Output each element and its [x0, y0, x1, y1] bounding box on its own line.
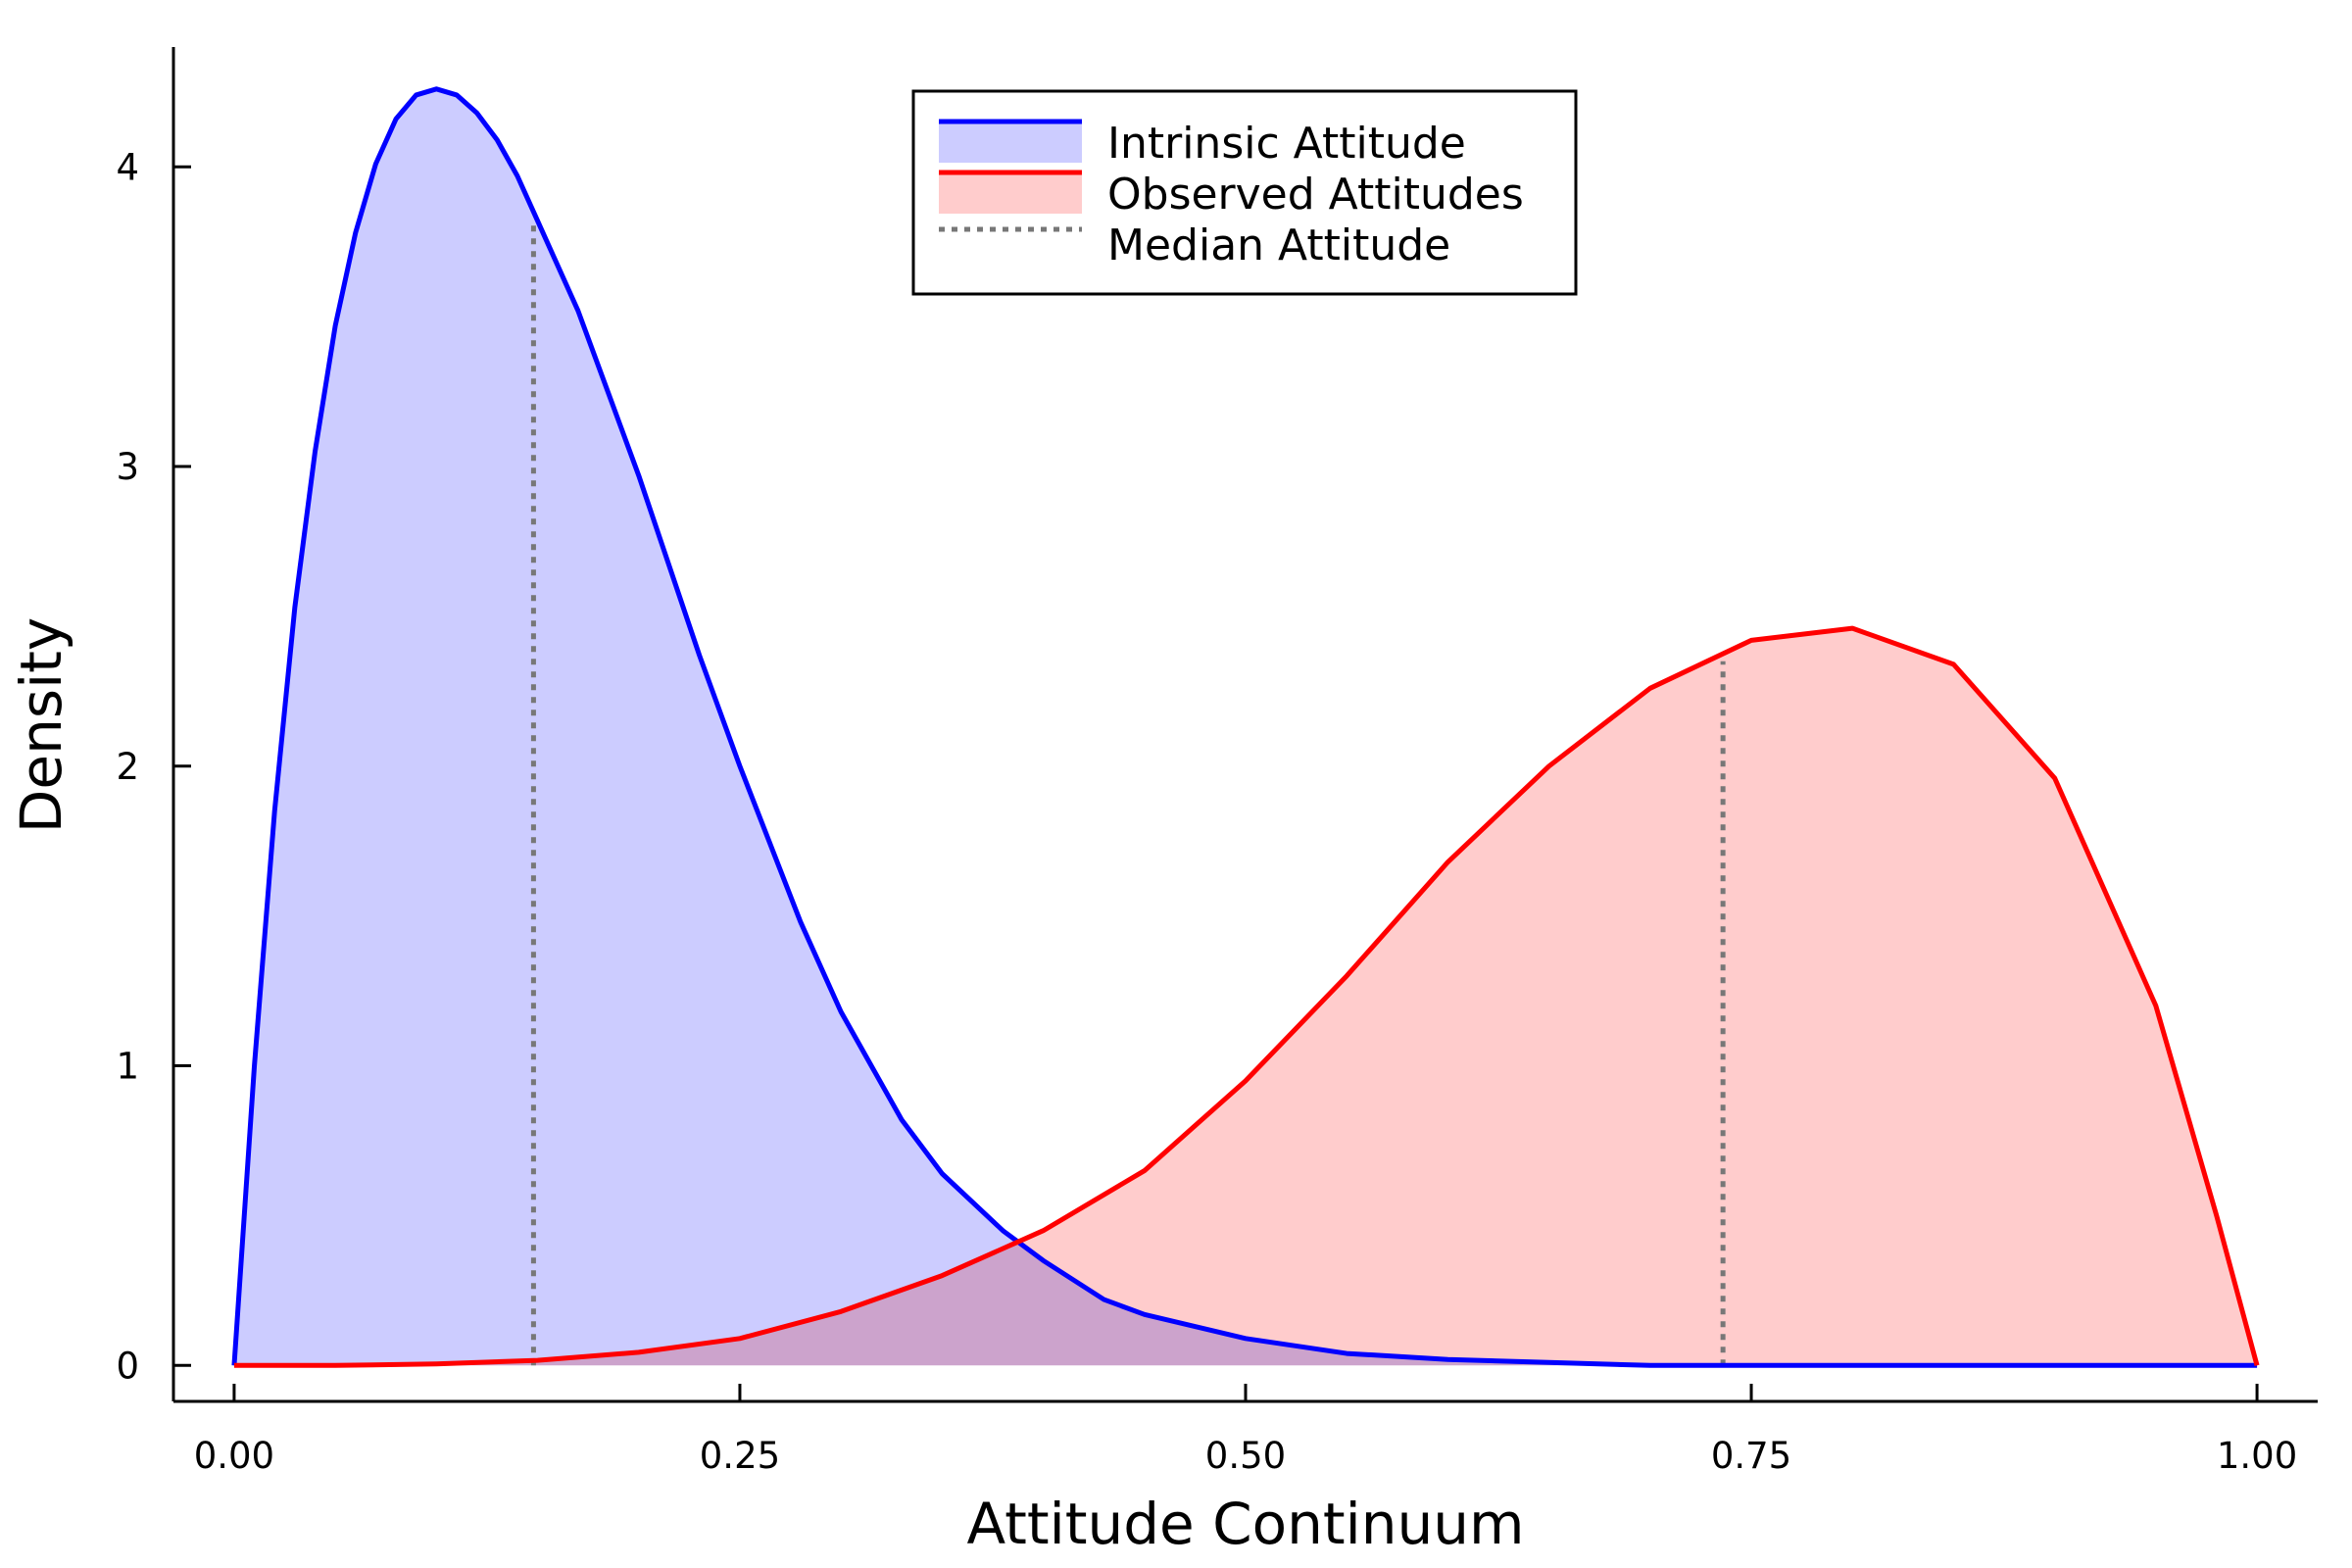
plot-area — [231, 86, 2260, 1368]
y-tick-label: 0 — [116, 1345, 139, 1387]
legend-label-2: Observed Attitudes — [1107, 170, 1524, 220]
y-tick-label: 3 — [116, 446, 139, 488]
series-line-1 — [231, 86, 2258, 1368]
x-tick-label: 0.25 — [700, 1435, 780, 1477]
y-axis-title: Density — [8, 617, 74, 834]
x-tick-label: 1.00 — [2217, 1435, 2297, 1477]
x-ticks: 0.00 0.25 0.50 0.75 1.00 — [194, 1384, 2297, 1477]
x-tick-label: 0.75 — [1711, 1435, 1791, 1477]
area-fill-2 — [233, 628, 2258, 1366]
y-tick-label: 4 — [116, 146, 139, 188]
legend-label-3: Median Attitude — [1107, 220, 1450, 270]
x-axis-title: Attitude Continuum — [966, 1491, 1524, 1557]
area-fill-1 — [233, 88, 2258, 1366]
x-tick-label: 0.50 — [1205, 1435, 1286, 1477]
legend-label-1: Intrinsic Attitude — [1107, 119, 1466, 169]
legend-swatch-fill-1 — [939, 122, 1082, 163]
x-tick-label: 0.00 — [194, 1435, 274, 1477]
y-ticks: 0 1 2 3 4 — [116, 146, 191, 1387]
legend-swatch-fill-2 — [939, 172, 1082, 214]
y-tick-label: 2 — [116, 746, 139, 788]
y-tick-label: 1 — [116, 1046, 139, 1088]
axes: 0.00 0.25 0.50 0.75 1.00 0 1 2 3 4 — [116, 47, 2318, 1477]
series-line-2 — [233, 625, 2260, 1368]
